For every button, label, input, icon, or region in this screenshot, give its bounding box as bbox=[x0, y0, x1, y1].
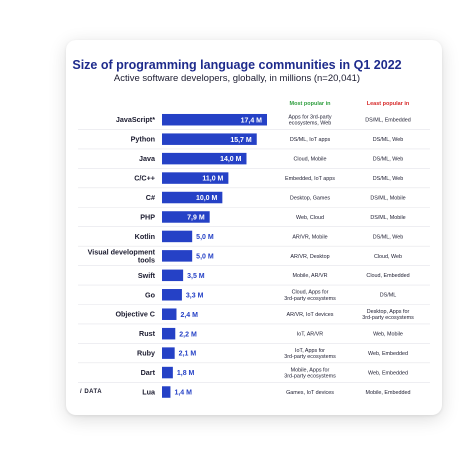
value-label: 10,0 M bbox=[196, 195, 218, 202]
value-label: 7,9 M bbox=[187, 215, 205, 222]
least-popular-cell: DS/ML, Web bbox=[373, 234, 403, 240]
category-label: PHP bbox=[140, 212, 155, 221]
value-label: 2,4 M bbox=[180, 312, 198, 319]
category-label: Java bbox=[139, 154, 156, 163]
value-label: 2,2 M bbox=[179, 331, 197, 338]
least-popular-cell: DS/ML, Web bbox=[373, 176, 403, 182]
bar bbox=[162, 327, 176, 340]
most-popular-cell: Mobile, Apps for 3rd-party ecosystems bbox=[284, 367, 336, 379]
most-popular-cell: AR/VR, Mobile bbox=[292, 234, 327, 240]
value-label: 5,0 M bbox=[196, 253, 214, 260]
least-popular-cell: Web, Mobile bbox=[373, 332, 403, 338]
most-popular-cell: Apps for 3rd-party ecosystems, Web bbox=[288, 115, 331, 127]
least-popular-cell: Web, Embedded bbox=[368, 370, 408, 376]
most-popular-header: Most popular in bbox=[289, 101, 331, 107]
category-label: Ruby bbox=[137, 349, 155, 358]
category-label: Go bbox=[145, 290, 156, 299]
category-label: Visual development tools bbox=[88, 247, 156, 264]
least-popular-cell: Web, Embedded bbox=[368, 351, 408, 357]
chart-card bbox=[66, 40, 442, 415]
least-popular-cell: DS/ML, Embedded bbox=[365, 118, 411, 124]
value-label: 3,5 M bbox=[187, 273, 205, 280]
value-label: 2,1 M bbox=[179, 351, 197, 358]
most-popular-cell: Mobile, AR/VR bbox=[292, 273, 327, 279]
bar bbox=[162, 172, 229, 184]
most-popular-cell: AR/VR, IoT devices bbox=[287, 312, 334, 318]
bar bbox=[162, 366, 173, 379]
bar bbox=[162, 191, 223, 204]
least-popular-cell: DS/ML, Mobile bbox=[370, 215, 405, 221]
data-logo: / DATA bbox=[80, 389, 103, 395]
most-popular-cell: Embedded, IoT apps bbox=[285, 176, 335, 182]
least-popular-header: Least popular in bbox=[366, 101, 410, 107]
value-label: 14,0 M bbox=[220, 156, 242, 163]
most-popular-cell: IoT, Apps for 3rd-party ecosystems bbox=[284, 348, 336, 360]
least-popular-cell: Cloud, Embedded bbox=[366, 273, 409, 279]
bar bbox=[162, 230, 193, 243]
category-label: Swift bbox=[138, 271, 156, 280]
most-popular-cell: Games, IoT devices bbox=[286, 390, 334, 396]
category-label: Dart bbox=[141, 368, 156, 377]
least-popular-cell: Desktop, Apps for 3rd-party ecosystems bbox=[362, 309, 414, 321]
bar bbox=[162, 289, 182, 301]
value-label: 11,0 M bbox=[202, 176, 223, 183]
most-popular-cell: Cloud, Apps for 3rd-party ecosystems bbox=[284, 290, 336, 302]
least-popular-cell: DS/ML bbox=[380, 293, 396, 299]
value-label: 17,4 M bbox=[241, 117, 263, 124]
most-popular-cell: Web, Cloud bbox=[296, 215, 324, 221]
bar bbox=[162, 308, 177, 320]
bar bbox=[162, 133, 257, 145]
category-label: Python bbox=[131, 135, 155, 144]
category-label: Rust bbox=[139, 329, 156, 338]
chart-title: Size of programming language communities… bbox=[72, 58, 402, 72]
most-popular-cell: Desktop, Games bbox=[290, 195, 330, 201]
least-popular-cell: Cloud, Web bbox=[374, 254, 402, 260]
value-label: 3,3 M bbox=[186, 292, 204, 299]
bar bbox=[162, 347, 175, 359]
least-popular-cell: DS/ML, Web bbox=[373, 137, 403, 143]
most-popular-cell: IoT, AR/VR bbox=[297, 332, 323, 338]
least-popular-cell: DS/ML, Mobile bbox=[370, 195, 405, 201]
bar bbox=[162, 250, 193, 262]
category-label: Lua bbox=[142, 388, 156, 397]
value-label: 1,8 M bbox=[177, 370, 195, 377]
bar bbox=[162, 152, 247, 165]
most-popular-cell: Cloud, Mobile bbox=[294, 157, 327, 163]
bar bbox=[162, 211, 210, 223]
category-label: C# bbox=[146, 193, 155, 202]
category-label: C/C++ bbox=[134, 174, 155, 183]
least-popular-cell: Mobile, Embedded bbox=[366, 390, 411, 396]
bar bbox=[162, 113, 267, 126]
value-label: 5,0 M bbox=[196, 234, 214, 241]
chart-subtitle: Active software developers, globally, in… bbox=[113, 73, 361, 84]
category-label: JavaScript* bbox=[116, 115, 155, 124]
most-popular-cell: DS/ML, IoT apps bbox=[290, 137, 331, 143]
most-popular-cell: AR/VR, Desktop bbox=[290, 254, 329, 260]
bar bbox=[162, 269, 184, 282]
value-label: 15,7 M bbox=[230, 137, 252, 144]
category-label: Kotlin bbox=[135, 232, 155, 241]
least-popular-cell: DS/ML, Web bbox=[373, 157, 403, 163]
category-label: Objective C bbox=[115, 310, 155, 319]
bar bbox=[162, 386, 171, 398]
value-label: 1,4 M bbox=[174, 390, 192, 397]
